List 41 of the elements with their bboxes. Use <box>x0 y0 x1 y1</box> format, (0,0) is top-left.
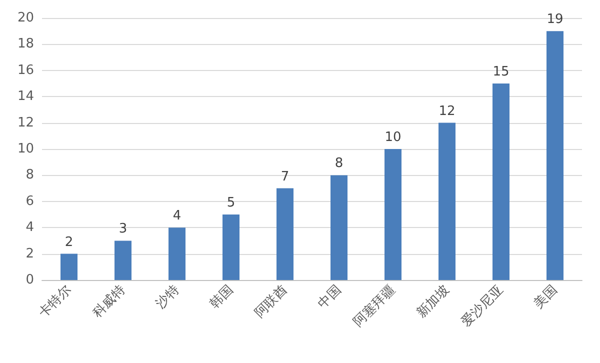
data-label: 19 <box>546 12 564 28</box>
data-label: 4 <box>172 208 182 224</box>
x-tick-label: 卡特尔 <box>36 282 74 321</box>
x-tick-label: 韩国 <box>207 282 236 312</box>
data-label: 8 <box>334 156 344 172</box>
y-tick-label: 0 <box>26 272 34 288</box>
data-label: 5 <box>226 196 236 210</box>
data-label: 12 <box>438 104 456 119</box>
y-tick-label: 20 <box>17 10 34 26</box>
bar <box>222 214 240 280</box>
x-tick-label: 爱沙尼亚 <box>458 282 506 330</box>
bar <box>438 122 456 280</box>
x-tick-label: 中国 <box>315 282 344 312</box>
data-label: 7 <box>280 169 290 184</box>
bar <box>384 149 402 280</box>
y-tick-label: 16 <box>17 62 34 78</box>
y-tick-label: 14 <box>17 89 34 104</box>
y-tick-label: 8 <box>26 168 34 183</box>
data-label: 15 <box>492 64 510 80</box>
bar <box>276 188 294 280</box>
y-tick-label: 2 <box>26 246 34 262</box>
bar <box>492 84 510 280</box>
x-tick-label: 科威特 <box>90 282 128 321</box>
y-tick-label: 6 <box>26 194 34 209</box>
x-tick-label: 沙特 <box>153 282 182 312</box>
data-label: 2 <box>64 234 74 250</box>
bar <box>114 240 132 280</box>
y-tick-label: 12 <box>17 115 34 130</box>
bar <box>168 228 186 280</box>
bar <box>546 31 564 280</box>
x-tick-label: 阿联酋 <box>252 282 290 321</box>
x-tick-label: 新加坡 <box>414 282 452 321</box>
data-label: 3 <box>118 222 128 237</box>
data-label: 10 <box>384 130 402 145</box>
y-tick-label: 10 <box>17 142 34 156</box>
bar <box>330 175 348 280</box>
y-tick-label: 4 <box>26 220 34 236</box>
x-tick-label: 美国 <box>530 282 560 312</box>
x-tick-label: 阿塞拜疆 <box>350 282 398 330</box>
y-tick-label: 18 <box>17 36 34 52</box>
bar <box>60 254 78 280</box>
